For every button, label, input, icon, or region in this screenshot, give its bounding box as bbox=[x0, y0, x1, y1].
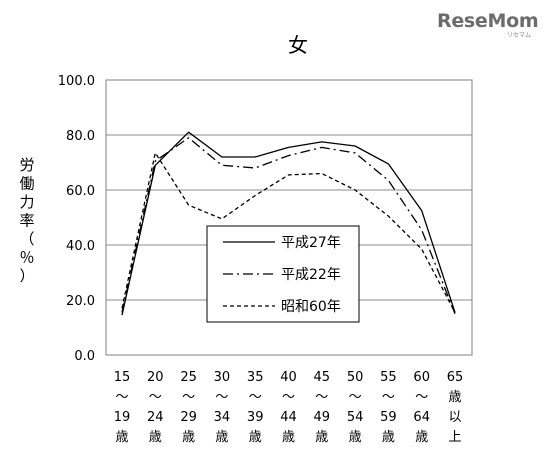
x-tick-label-part: 歳 bbox=[349, 430, 362, 445]
x-tick-label-part: 〜 bbox=[282, 390, 295, 405]
x-tick-label-part: 64 bbox=[413, 410, 430, 425]
x-tick-label-part: 歳 bbox=[115, 430, 128, 445]
x-tick-label-part: 歳 bbox=[182, 430, 195, 445]
x-tick-label-part: 54 bbox=[347, 410, 364, 425]
plot-area bbox=[105, 79, 473, 356]
x-tick-label: 40 〜 44 歳 bbox=[280, 370, 297, 445]
x-tick-label-part: 24 bbox=[147, 410, 164, 425]
x-tick-label-part: 15 bbox=[114, 370, 131, 385]
x-tick-label-part: 19 bbox=[114, 410, 131, 425]
y-axis-label-char: ％ bbox=[19, 249, 34, 267]
x-tick-label-part: 〜 bbox=[249, 390, 262, 405]
x-tick-label: 45 〜 49 歳 bbox=[314, 370, 331, 445]
x-tick-label-part: 25 bbox=[180, 370, 197, 385]
x-tick-label-part: 30 bbox=[214, 370, 231, 385]
x-tick-label: 65 歳以上 bbox=[447, 370, 464, 445]
y-tick-label: 20.0 bbox=[66, 294, 95, 309]
legend-label: 平成22年 bbox=[281, 267, 341, 283]
series-lines bbox=[121, 131, 456, 316]
x-tick-label: 35 〜 39 歳 bbox=[247, 370, 264, 445]
brand-logo-subtext: リセマム bbox=[506, 32, 531, 39]
y-axis-label-char: ） bbox=[19, 267, 34, 285]
y-axis-ticks: 100.0 80.0 60.0 40.0 20.0 0.0 bbox=[58, 74, 95, 364]
series-line bbox=[121, 152, 456, 313]
x-tick-label-part: 55 bbox=[380, 370, 397, 385]
x-tick-label: 60 〜 64 歳 bbox=[413, 370, 430, 445]
y-tick-label: 80.0 bbox=[66, 129, 95, 144]
brand-logo: ReseMom リセマム bbox=[437, 10, 539, 39]
x-tick-label-part: 歳 bbox=[315, 430, 328, 445]
x-tick-label-part: 〜 bbox=[149, 390, 162, 405]
x-tick-label-part: 以 bbox=[448, 410, 461, 425]
x-tick-label-part: 〜 bbox=[182, 390, 195, 405]
x-tick-label-part: 60 bbox=[413, 370, 430, 385]
x-tick-label-part: 〜 bbox=[382, 390, 395, 405]
y-tick-label: 100.0 bbox=[58, 74, 95, 89]
x-tick-label-part: 35 bbox=[247, 370, 264, 385]
series-line bbox=[121, 137, 456, 315]
y-axis-label-char: 力 bbox=[19, 193, 34, 211]
x-tick-label-part: 20 bbox=[147, 370, 164, 385]
x-tick-label-part: 歳 bbox=[282, 430, 295, 445]
brand-logo-text: ReseMom bbox=[437, 10, 539, 32]
x-tick-label-part: 40 bbox=[280, 370, 297, 385]
x-tick-label-part: 49 bbox=[314, 410, 331, 425]
x-tick-label-part: 39 bbox=[247, 410, 264, 425]
x-tick-label-part: 歳 bbox=[149, 430, 162, 445]
y-tick-label: 40.0 bbox=[66, 239, 95, 254]
y-axis-label-char: 率 bbox=[19, 212, 34, 230]
x-tick-label-part: 歳 bbox=[249, 430, 262, 445]
x-tick-label-part: 〜 bbox=[415, 390, 428, 405]
plot-frame bbox=[105, 79, 473, 356]
x-tick-label: 25 〜 29 歳 bbox=[180, 370, 197, 445]
x-axis-ticks: 15〜19歳20〜24歳25〜29歳30〜34歳35〜39歳40〜44歳45〜4… bbox=[114, 370, 464, 445]
x-tick-label: 50 〜 54 歳 bbox=[347, 370, 364, 445]
y-tick-label: 60.0 bbox=[66, 184, 95, 199]
chart-title: 女 bbox=[288, 33, 308, 57]
x-tick-label-part: 〜 bbox=[115, 390, 128, 405]
x-tick-label-part: 29 bbox=[180, 410, 197, 425]
x-tick-label: 55 〜 59 歳 bbox=[380, 370, 397, 445]
x-tick-label-part: 45 bbox=[314, 370, 331, 385]
x-tick-label-part: 65 bbox=[447, 370, 464, 385]
x-tick-label: 20 〜 24 歳 bbox=[147, 370, 164, 445]
y-axis-label-char: 働 bbox=[19, 175, 34, 193]
x-tick-label-part: 歳 bbox=[382, 430, 395, 445]
legend-label: 平成27年 bbox=[281, 235, 341, 251]
x-tick-label: 15 〜 19 歳 bbox=[114, 370, 131, 445]
x-tick-label-part: 歳 bbox=[448, 390, 461, 405]
y-axis-label-char: 労 bbox=[19, 156, 34, 174]
x-tick-label-part: 34 bbox=[214, 410, 231, 425]
y-axis-label-char: （ bbox=[19, 230, 34, 248]
x-tick-label-part: 59 bbox=[380, 410, 397, 425]
x-tick-label-part: 歳 bbox=[215, 430, 228, 445]
x-tick-label-part: 50 bbox=[347, 370, 364, 385]
x-tick-label-part: 上 bbox=[448, 430, 461, 445]
x-tick-label-part: 〜 bbox=[215, 390, 228, 405]
x-tick-label-part: 44 bbox=[280, 410, 297, 425]
y-tick-label: 0.0 bbox=[74, 349, 95, 364]
x-tick-label-part: 〜 bbox=[315, 390, 328, 405]
x-tick-label-part: 歳 bbox=[415, 430, 428, 445]
series-line bbox=[121, 131, 456, 316]
legend-label: 昭和60年 bbox=[281, 299, 341, 315]
x-tick-label-part: 〜 bbox=[349, 390, 362, 405]
x-tick-label: 30 〜 34 歳 bbox=[214, 370, 231, 445]
